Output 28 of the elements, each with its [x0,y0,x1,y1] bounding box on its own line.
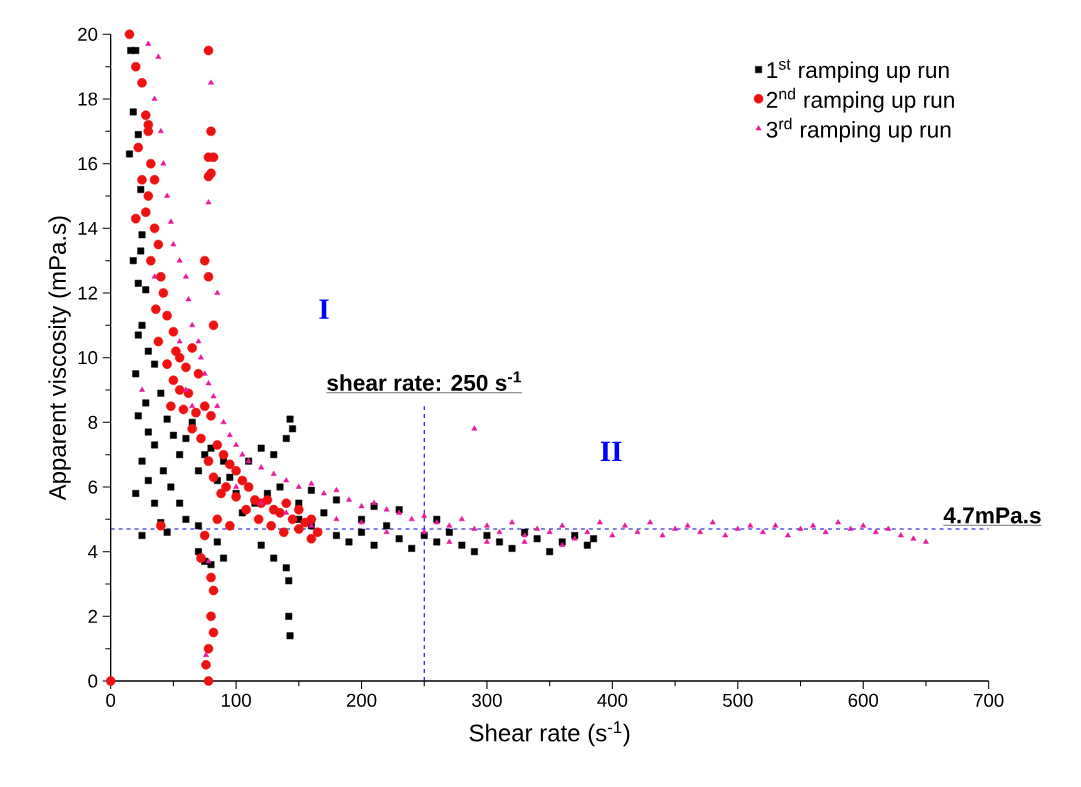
y-tick-label: 8 [88,415,98,429]
legend-label: 3$^{rd}$ ramping up run [766,117,951,143]
ref-line-label: shear rate: 250 s$^{-1}$ [327,371,522,391]
y-tick-label: 10 [78,351,98,365]
annotation: I [319,299,329,319]
legend-label: 2$^{nd}$ ramping up run [766,87,954,113]
ref-line-label: 4.7mPa.s [943,507,1041,524]
y-axis-title: Apparent viscosity (mPa.s) [48,216,71,501]
y-tick-label: 14 [78,221,98,235]
x-tick-label: 0 [106,693,116,707]
legend-label: 1$^{st}$ ramping up run [767,59,949,83]
annotation: II [600,441,622,462]
x-tick-label: 500 [722,693,753,707]
x-axis-title: Shear rate (s$^{-1}$) [469,721,630,747]
y-tick-label: 2 [88,609,98,623]
x-tick-label: 100 [221,693,251,707]
y-tick-label: 18 [78,92,98,106]
y-tick-label: 0 [88,674,98,688]
y-tick-label: 4 [88,545,98,559]
x-tick-label: 700 [974,693,1004,707]
x-tick-label: 400 [597,693,628,707]
x-tick-label: 300 [472,693,502,707]
y-tick-label: 16 [78,157,98,171]
x-tick-label: 200 [346,693,377,707]
x-tick-label: 600 [848,693,879,707]
y-tick-label: 20 [78,27,98,41]
y-tick-label: 6 [88,480,98,494]
y-tick-label: 12 [78,286,98,300]
